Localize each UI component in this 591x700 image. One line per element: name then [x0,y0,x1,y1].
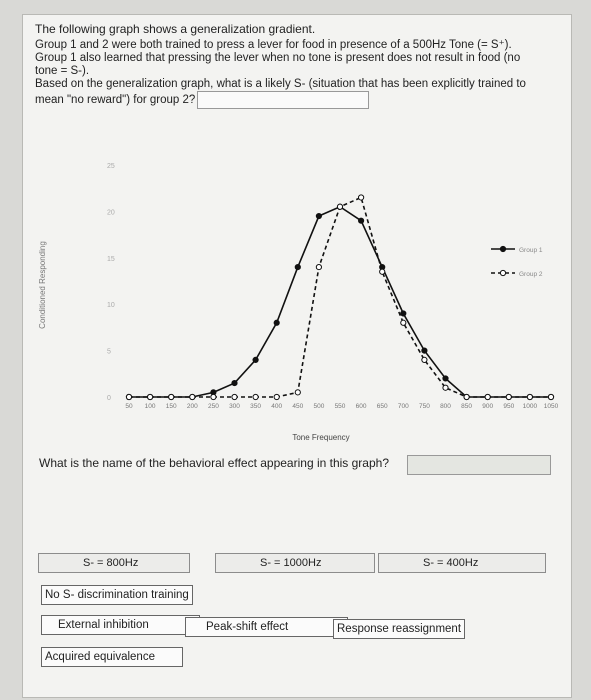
data-point [421,356,428,363]
data-point [168,393,175,401]
x-tick-label: 1050 [544,403,559,410]
x-tick-label: 800 [440,403,451,410]
generalization-chart: Conditioned Responding 0 5 10 15 20 25 50 100 150… [38,163,559,442]
data-point [421,347,428,354]
y-tick-label: 20 [107,209,115,216]
data-point [147,393,154,401]
x-axis-label: Tone Frequency [292,433,349,442]
x-tick-label: 450 [292,403,303,410]
x-tick-label: 300 [229,403,240,410]
x-tick-label: 750 [419,403,430,410]
data-point [231,393,238,401]
x-tick-label: 950 [503,403,514,410]
x-tick-label: 200 [187,403,198,410]
choice-external-inhibition[interactable]: External inhibition [41,615,200,635]
question-line-5: Based on the generalization graph, what … [35,78,526,90]
x-tick-label: 500 [313,403,324,410]
data-point [273,393,280,401]
x-tick-label: 650 [377,403,388,410]
series-line-1 [129,205,551,398]
drop-target-label: S- = 1000Hz [260,557,322,569]
drop-target-label: S- = 400Hz [423,557,479,569]
x-tick-label: 100 [145,403,156,410]
question-line-1: The following graph shows a generalizati… [35,22,316,36]
data-point [210,393,217,401]
data-point [336,203,344,210]
data-point [252,393,259,401]
data-point [315,263,322,271]
data-point [358,194,365,201]
data-point [315,212,322,220]
x-tick-label: 900 [482,403,493,410]
question-line-6-text: mean "no reward") for group 2? [35,94,196,107]
data-point [442,384,449,391]
choice-response-reassignment[interactable]: Response reassignment [333,619,466,639]
x-tick-label: 250 [208,403,219,410]
x-tick-label: 600 [356,403,367,410]
answer-drop-zone-1[interactable] [197,91,370,109]
data-point [273,319,280,326]
y-tick-label: 10 [107,302,115,309]
data-point [294,389,301,396]
question-line-6: mean "no reward") for group 2? [35,91,565,109]
y-tick-label: 25 [107,163,115,170]
y-tick-label: 15 [107,256,115,263]
legend-label: Group 2 [519,271,543,278]
choice-peak-shift-effect[interactable]: Peak-shift effect [185,617,348,637]
series-line-2 [129,196,551,398]
data-point [125,393,133,401]
drop-target-label: S- = 800Hz [83,557,139,569]
data-point [463,393,470,401]
question-line-2: Group 1 and 2 were both trained to press… [35,39,512,51]
x-tick-label: 350 [250,403,261,410]
question-line-4: tone = S-). [35,65,90,77]
data-point [547,393,555,401]
data-point [484,393,491,401]
x-tick-label: 1000 [523,403,538,410]
answer-drop-zone-2[interactable] [407,455,551,475]
x-tick-label: 700 [398,403,409,410]
y-axis-label: Conditioned Responding [38,241,47,329]
data-point [231,379,238,387]
data-point [526,393,533,401]
x-tick-label: 550 [335,403,346,410]
data-point [379,268,386,275]
data-point [358,217,365,224]
data-point [252,356,259,363]
y-tick-label: 5 [107,349,111,356]
data-point [505,393,512,401]
x-tick-label: 400 [271,403,282,410]
question-text: The following graph shows a generalizati… [35,23,565,109]
data-point [400,310,407,317]
question-line-3: Group 1 also learned that pressing the l… [35,52,521,64]
x-tick-label: 150 [166,403,177,410]
x-tick-label: 850 [461,403,472,410]
y-tick-label: 0 [107,395,111,402]
drop-target-400hz[interactable]: S- = 400Hz [378,553,546,573]
data-point [400,319,407,326]
choice-no-s-discrimination[interactable]: No S- discrimination training [41,585,193,605]
drop-target-800hz[interactable]: S- = 800Hz [38,553,190,573]
legend-label: Group 1 [519,247,543,254]
data-point [442,375,449,382]
data-point [189,393,196,401]
legend-marker [499,245,507,253]
question-2-text: What is the name of the behavioral effec… [39,456,389,470]
legend-marker [499,269,507,277]
choice-acquired-equivalence[interactable]: Acquired equivalence [41,647,183,667]
data-point [294,263,301,271]
question-card: The following graph shows a generalizati… [22,14,572,698]
drop-target-1000hz[interactable]: S- = 1000Hz [215,553,375,573]
x-tick-label: 50 [125,403,133,410]
